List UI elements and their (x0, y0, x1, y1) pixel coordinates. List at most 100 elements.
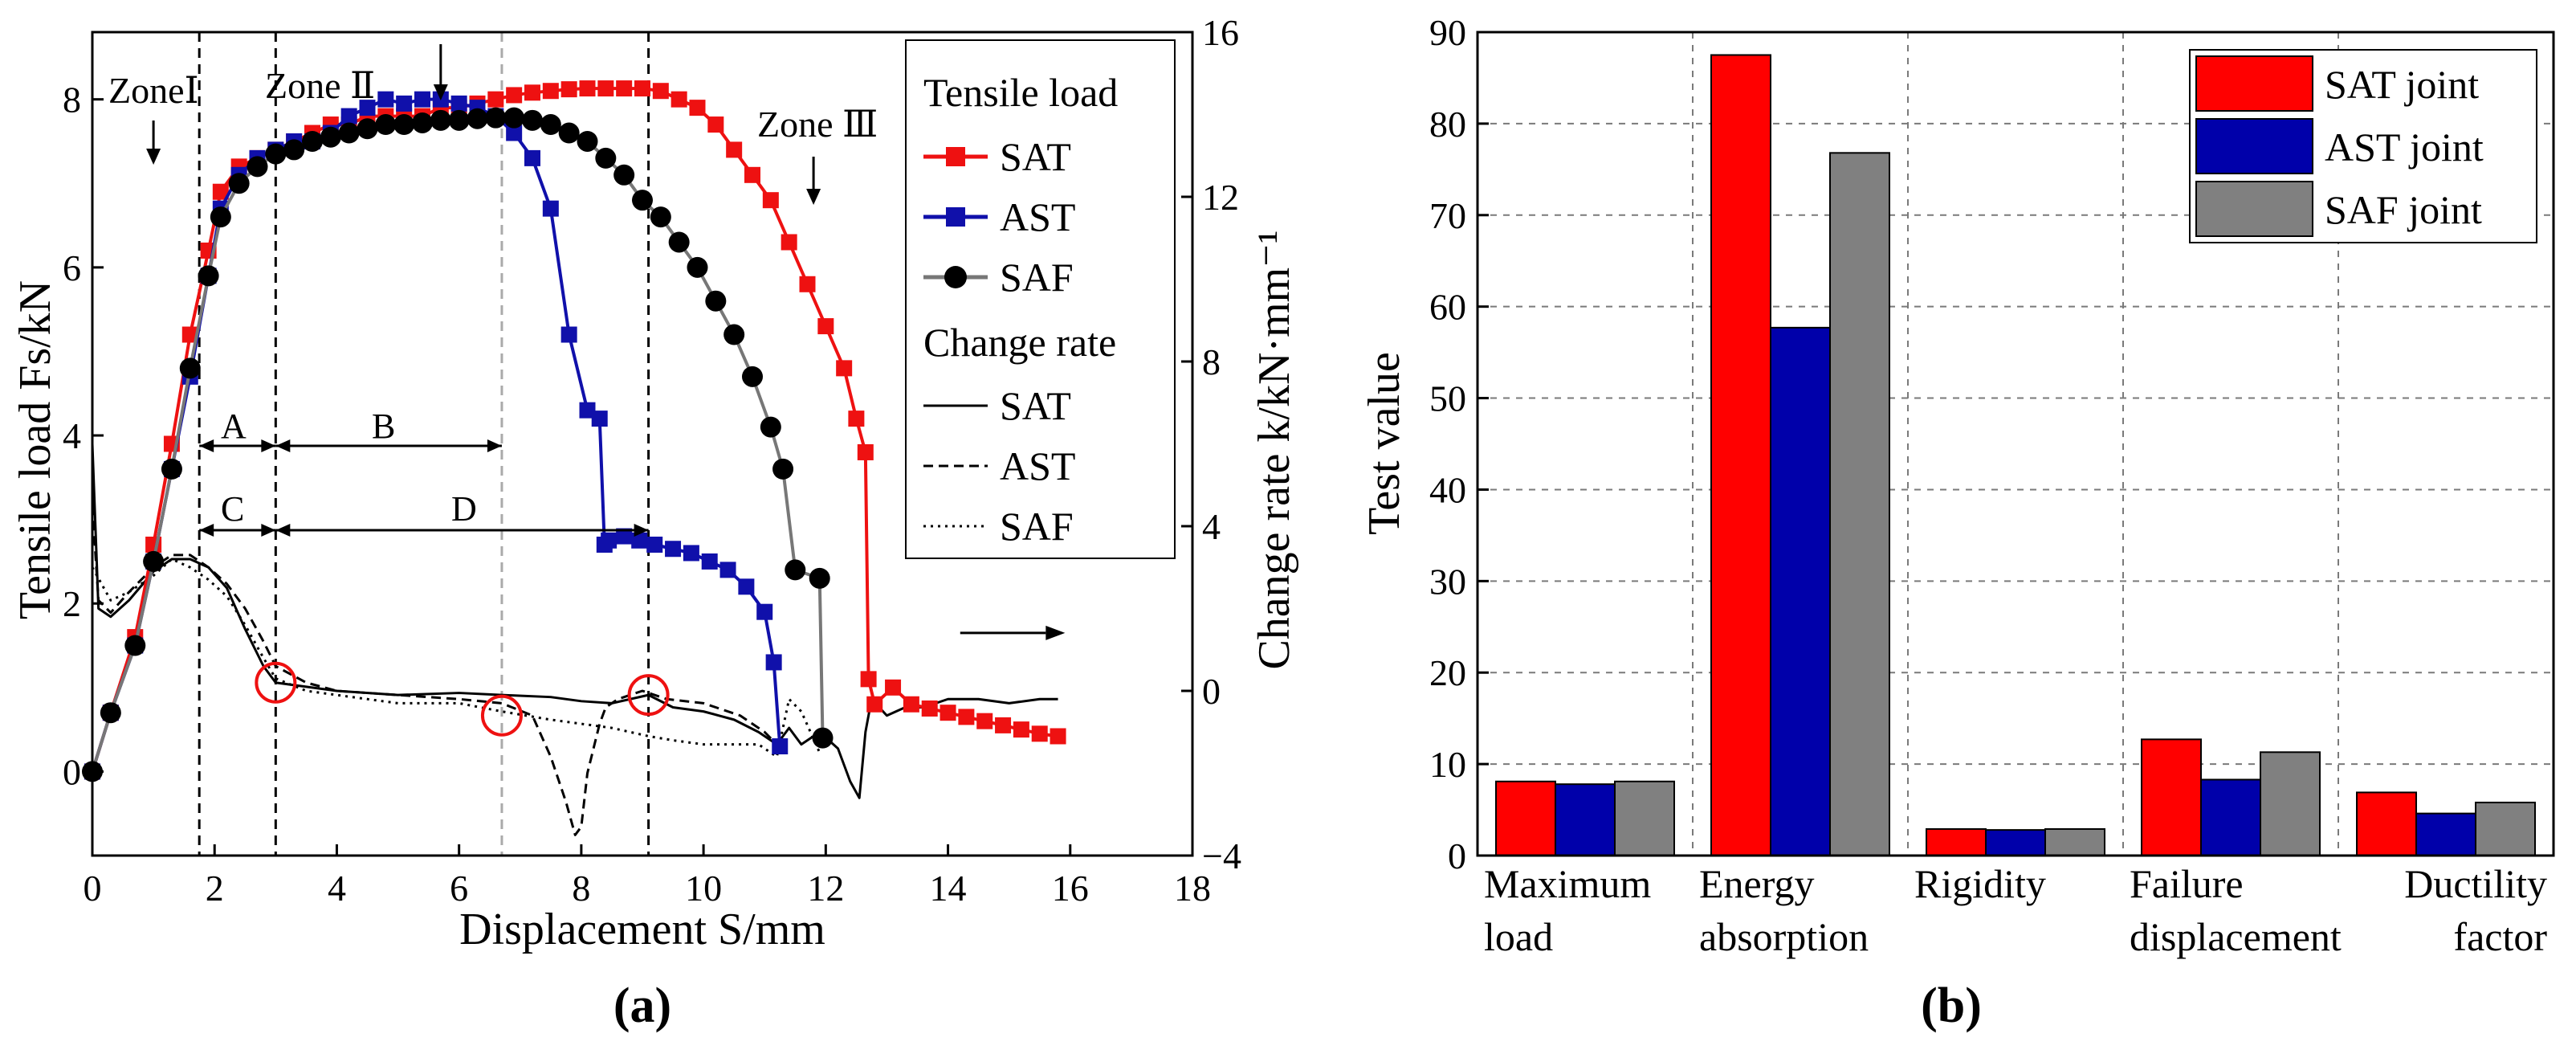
load-point-saf (393, 114, 415, 136)
load-point-saf (723, 324, 745, 345)
legend-saf-joint-swatch (2195, 181, 2313, 237)
panel-b-bars (1495, 54, 2536, 857)
interval-c-label: C (221, 489, 244, 529)
load-point-sat (995, 717, 1012, 733)
interval-b-label: B (372, 406, 395, 446)
zone-1-label: ZoneⅠ (108, 70, 199, 111)
legend-sat-load-label: SAT (1000, 134, 1071, 179)
load-point-ast (665, 541, 682, 558)
interval-arrow-head (275, 439, 291, 452)
load-point-saf (302, 130, 323, 152)
load-point-ast (542, 200, 559, 217)
load-point-saf (485, 107, 507, 129)
critical-point-circle (480, 694, 523, 737)
bar-saf-joint-ductility (2475, 801, 2536, 857)
y-left-tick-label-0: 0 (63, 751, 81, 792)
load-point-ast (560, 326, 577, 343)
load-point-saf (522, 109, 543, 131)
load-point-sat (579, 80, 596, 97)
interval-a-label: A (221, 406, 247, 446)
interval-arrow-head (199, 439, 214, 452)
x-tick-label-10: 10 (685, 868, 722, 909)
load-point-saf (668, 231, 690, 253)
y-right-tick-label-16: 16 (1202, 12, 1239, 53)
load-point-sat (1031, 725, 1048, 742)
load-point-sat (707, 116, 724, 133)
panel-a-right-y-axis-label: Change rate k/kN·mm⁻¹ (1249, 230, 1299, 669)
panel-a-line-chart: 0 2 4 6 8 10 12 14 16 18 0 2 4 6 8 −4 0 4 8 12 16 ZoneⅠ Zone… (10, 12, 1299, 1033)
load-point-sat (506, 87, 523, 104)
y-tick-label-70: 70 (1429, 195, 1466, 236)
load-point-ast (414, 91, 430, 108)
load-point-sat (976, 713, 993, 729)
load-point-sat (762, 192, 779, 209)
load-point-ast (601, 532, 618, 549)
y-right-tick-label-4: 4 (1202, 506, 1221, 547)
load-point-saf (247, 156, 268, 178)
load-point-ast (359, 100, 376, 116)
load-point-saf (632, 190, 653, 211)
load-point-saf (760, 416, 781, 438)
load-point-sat (781, 234, 797, 251)
load-point-saf (558, 122, 580, 144)
category-label-load: load (1484, 914, 1553, 959)
load-point-saf (228, 173, 250, 194)
zone-2-label: Zone Ⅱ (265, 65, 375, 106)
y-left-tick-label-4: 4 (63, 415, 81, 456)
legend-sat-rate-label: SAT (1000, 383, 1071, 428)
bar-ast-joint-ductility (2415, 812, 2476, 856)
load-point-ast (450, 95, 467, 112)
load-point-saf (595, 147, 617, 169)
load-point-sat (836, 360, 853, 377)
x-tick-label-0: 0 (84, 868, 102, 909)
load-point-saf (772, 458, 794, 480)
zone-arrow-head (146, 149, 161, 165)
x-tick-label-18: 18 (1174, 868, 1211, 909)
critical-point-circle (255, 661, 297, 704)
interval-arrow-head (487, 439, 502, 452)
load-point-saf (412, 112, 433, 133)
critical-point-circle (627, 674, 670, 717)
load-point-saf (100, 702, 121, 724)
load-point-sat (670, 91, 687, 108)
y-tick-label-50: 50 (1429, 378, 1466, 419)
load-point-ast (524, 149, 540, 166)
load-point-ast (646, 537, 663, 554)
bar-sat-joint-failure (2141, 738, 2202, 856)
x-tick-label-12: 12 (807, 868, 844, 909)
y-tick-label-80: 80 (1429, 104, 1466, 145)
panel-a-x-axis-label: Displacement S/mm (459, 905, 825, 954)
load-point-ast (719, 562, 736, 578)
x-tick-label-16: 16 (1052, 868, 1089, 909)
load-point-saf (338, 122, 360, 144)
load-point-saf (650, 206, 671, 228)
panel-a-left-y-axis-label: Tensile load Fs/kN (10, 280, 60, 619)
bar-saf-joint-energy (1829, 152, 1890, 857)
load-point-saf (143, 550, 165, 572)
legend-title-change-rate: Change rate (923, 320, 1116, 365)
load-point-sat (866, 696, 883, 713)
category-label-energy: Energy (1699, 861, 1814, 906)
load-point-sat (616, 80, 633, 97)
load-point-sat (817, 318, 834, 335)
y-right-tick-label-8: 8 (1202, 341, 1221, 382)
y-tick-label-30: 30 (1429, 561, 1466, 602)
legend-ast-joint-label: AST joint (2325, 125, 2484, 170)
load-point-saf (357, 118, 378, 140)
load-point-sat (903, 696, 919, 713)
load-point-saf (742, 366, 763, 387)
legend-ast-rate-label: AST (1000, 443, 1075, 488)
panel-a-caption: (a) (613, 978, 671, 1033)
panel-a-vertical-markers (198, 32, 650, 856)
panel-a-legend-box (905, 39, 1176, 559)
load-point-saf (448, 109, 470, 131)
load-point-ast (340, 108, 357, 125)
load-point-sat (560, 81, 577, 98)
zone-arrow-head (806, 189, 821, 205)
load-point-ast (579, 402, 596, 419)
load-point-saf (687, 256, 708, 278)
interval-arrow-head (275, 524, 291, 537)
load-point-sat (524, 84, 540, 101)
y-tick-label-40: 40 (1429, 469, 1466, 510)
